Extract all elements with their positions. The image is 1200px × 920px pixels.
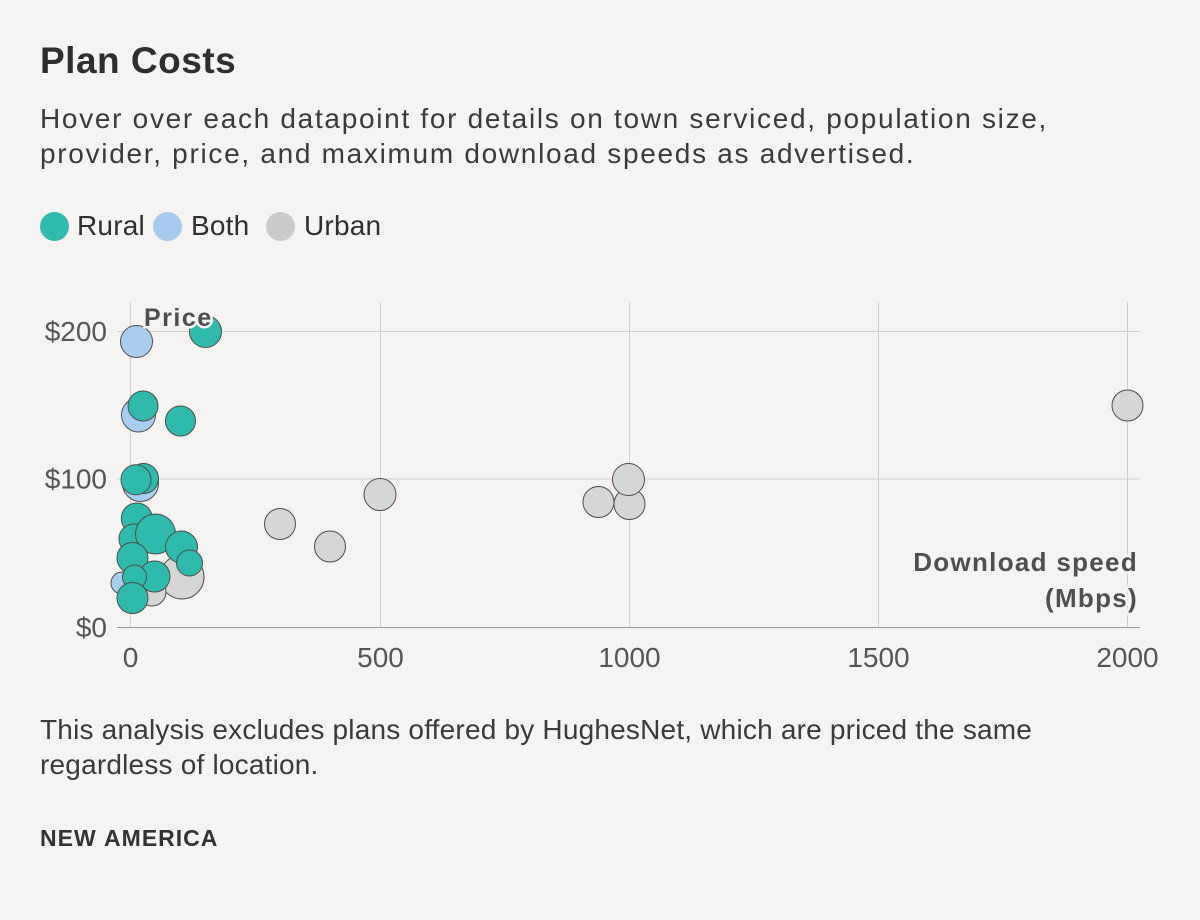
svg-text:Download speed: Download speed — [913, 547, 1138, 577]
svg-text:(Mbps): (Mbps) — [1045, 583, 1138, 613]
svg-text:1500: 1500 — [847, 642, 909, 673]
svg-text:Price: Price — [144, 304, 213, 332]
svg-text:$100: $100 — [45, 464, 107, 495]
svg-text:2000: 2000 — [1096, 642, 1158, 673]
svg-text:500: 500 — [357, 642, 404, 673]
svg-text:0: 0 — [123, 642, 139, 673]
svg-text:1000: 1000 — [598, 642, 660, 673]
svg-text:$200: $200 — [45, 316, 107, 347]
svg-text:$0: $0 — [76, 612, 107, 643]
